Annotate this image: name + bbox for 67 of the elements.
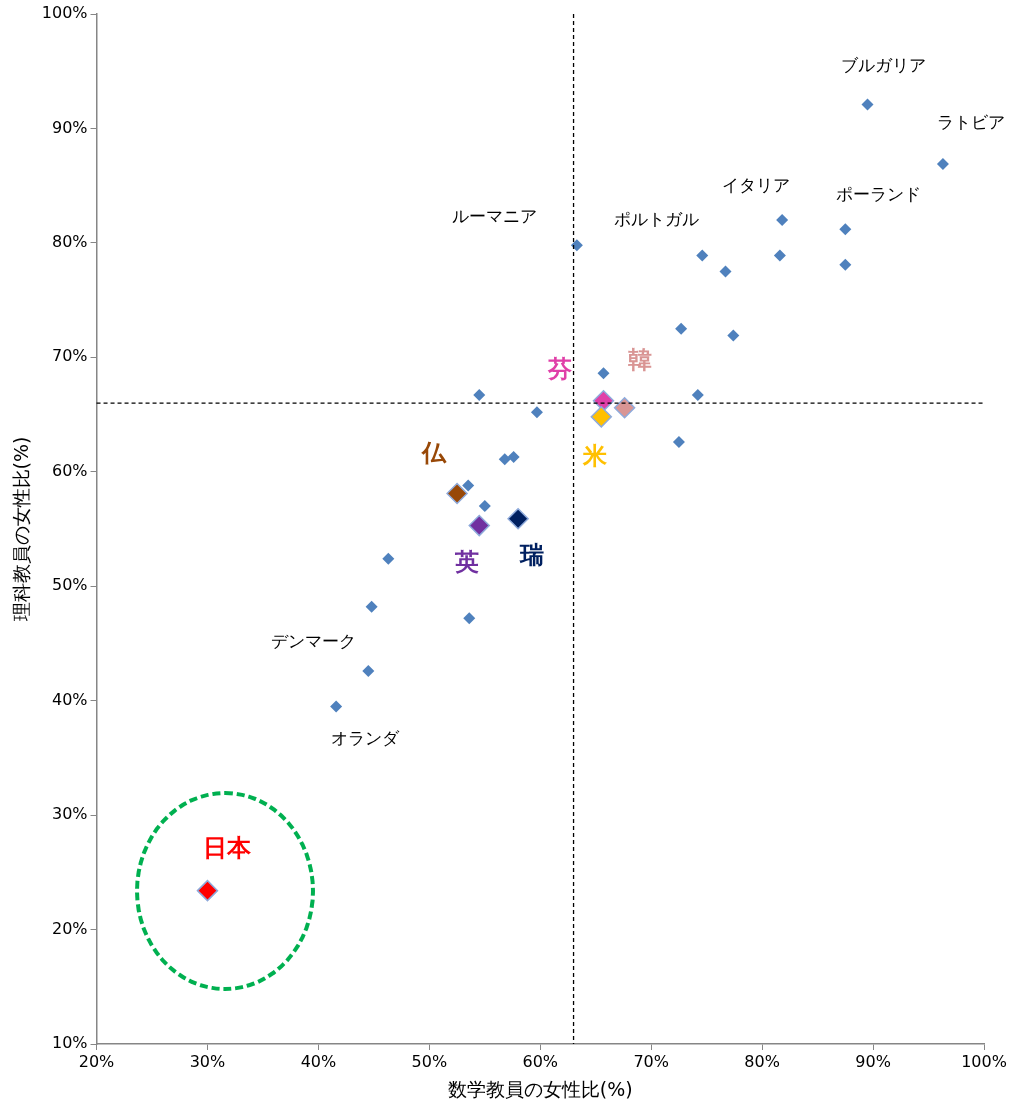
point [196, 879, 219, 902]
x-tick-label: 40% [300, 1051, 337, 1071]
y-tick-label: 30% [51, 804, 88, 824]
x-tick-label: 30% [189, 1051, 226, 1071]
y-tick-label: 100% [41, 3, 88, 23]
x-tick-label: 90% [855, 1051, 891, 1071]
y-tick-label: 20% [51, 918, 88, 938]
point [719, 265, 732, 278]
point [468, 514, 491, 537]
point [507, 450, 520, 463]
series-label: 米 [582, 442, 609, 471]
x-tick-label: 80% [744, 1051, 780, 1071]
point [776, 214, 789, 226]
annotation: ポーランド [835, 183, 921, 204]
point [675, 322, 688, 335]
annotation: ブルガリア [841, 54, 927, 75]
point [382, 552, 395, 565]
point [727, 329, 740, 342]
series-label: 仏 [421, 438, 448, 467]
y-tick-label: 40% [51, 689, 88, 709]
point [498, 453, 511, 466]
annotation: ポルトガル [613, 208, 699, 229]
y-tick-label: 10% [51, 1033, 88, 1053]
point [597, 367, 610, 380]
annotation: ラトビア [936, 112, 1005, 133]
y-tick-label: 60% [51, 460, 88, 480]
annotation: ルーマニア [452, 205, 538, 226]
point [365, 600, 378, 613]
point [530, 406, 543, 419]
x-tick-label: 70% [633, 1051, 669, 1071]
point [362, 664, 375, 677]
point [773, 249, 786, 262]
annotation: オランダ [331, 727, 401, 748]
point [473, 389, 486, 402]
annotation: イタリア [722, 175, 791, 196]
series-label: 韓 [627, 345, 652, 374]
point [463, 612, 476, 625]
x-tick-label: 60% [522, 1051, 559, 1071]
point [691, 389, 704, 402]
point [839, 258, 852, 271]
point [696, 249, 709, 262]
point [330, 700, 343, 713]
point [478, 500, 491, 513]
y-tick-label: 90% [51, 117, 88, 137]
y-tick-label: 70% [51, 346, 88, 366]
y-tick-label: 80% [51, 232, 88, 252]
point [462, 479, 475, 492]
x-tick-label: 50% [411, 1051, 448, 1071]
point [839, 223, 852, 236]
x-tick-label: 20% [78, 1051, 115, 1071]
point [446, 482, 468, 505]
point [590, 406, 613, 428]
series-label: 芬 [546, 355, 572, 384]
point [672, 436, 685, 449]
point [613, 396, 636, 419]
series-label: 日本 [203, 833, 253, 862]
x-axis-title: 数学教員の女性比(%) [447, 1077, 633, 1100]
point [861, 98, 874, 111]
series-label: 英 [454, 547, 480, 576]
y-tick-label: 50% [51, 575, 88, 595]
point [936, 157, 949, 170]
annotation: デンマーク [270, 631, 356, 652]
series-label: 瑞 [519, 540, 545, 569]
y-axis-title: 理科教員の女性比(%) [10, 436, 33, 622]
x-tick-label: 100% [961, 1051, 1007, 1071]
point [507, 507, 529, 530]
point [570, 239, 583, 252]
